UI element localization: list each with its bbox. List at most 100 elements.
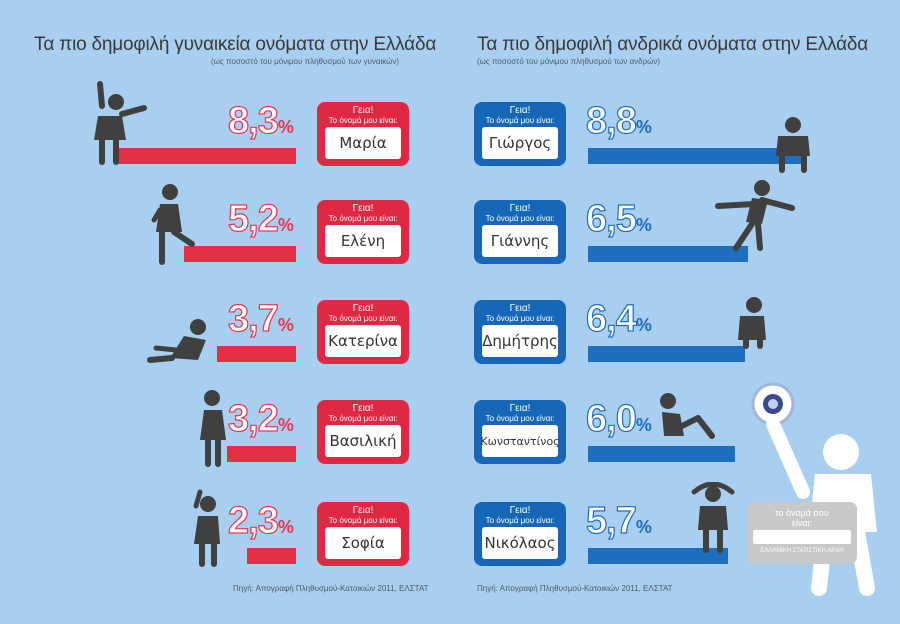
name-tag-name: Μαρία xyxy=(325,127,401,159)
percent-sign: % xyxy=(277,415,294,435)
name-tag-intro: Το όνομά μου είναι: xyxy=(328,214,398,223)
name-tag-name: Νικόλαος xyxy=(482,527,558,559)
name-tag-hello: Γεια! xyxy=(509,505,531,516)
name-tag-name: Δημήτρης xyxy=(482,325,558,357)
man-sitting-icon xyxy=(776,117,810,173)
name-tag-hello: Γεια! xyxy=(352,505,374,516)
percent-sign: % xyxy=(635,117,652,137)
male-percent-label: 8,8% xyxy=(585,100,652,142)
name-tag-hello: Γεια! xyxy=(352,105,374,116)
percent-sign: % xyxy=(635,415,652,435)
percent-value: 6,5 xyxy=(585,198,637,240)
percent-sign: % xyxy=(277,117,294,137)
male-name-tag: Γεια! Το όνομά μου είναι: Γιάννης xyxy=(474,200,566,264)
woman-reclining-icon xyxy=(147,319,206,363)
man-stretching-icon xyxy=(715,180,795,251)
name-tag-hello: Γεια! xyxy=(352,403,374,414)
male-bar xyxy=(588,346,745,362)
male-percent-label: 5,7% xyxy=(585,500,652,542)
name-tag-name: Ελένη xyxy=(325,225,401,257)
female-percent-label: 5,2% xyxy=(227,198,294,240)
woman-waving-icon xyxy=(94,81,147,165)
percent-sign: % xyxy=(635,517,652,537)
man-hands-behind-head-icon xyxy=(691,482,735,553)
your-name-tag: το όνομά σου είναι: ΕΛΛΗΝΙΚΗ ΣΤΑΤΙΣΤΙΚΗ … xyxy=(747,502,857,564)
male-name-tag: Γεια! Το όνομά μου είναι: Δημήτρης xyxy=(474,300,566,364)
name-tag-name: Γιώργος xyxy=(482,127,558,159)
your-name-tag-org: ΕΛΛΗΝΙΚΗ ΣΤΑΤΙΣΤΙΚΗ ΑΡΧΗ xyxy=(760,548,844,554)
female-bar xyxy=(184,246,296,262)
male-percent-label: 6,4% xyxy=(585,298,652,340)
woman-thinking-icon xyxy=(200,390,226,467)
name-tag-hello: Γεια! xyxy=(509,105,531,116)
man-crouching-icon xyxy=(738,297,766,349)
your-name-tag-box xyxy=(753,530,851,544)
percent-value: 5,2 xyxy=(227,198,279,240)
female-name-tag: Γεια! Το όνομά μου είναι: Κατερίνα xyxy=(317,300,409,364)
name-tag-name: Κωνσταντίνος xyxy=(480,425,560,457)
name-tag-hello: Γεια! xyxy=(509,303,531,314)
percent-value: 6,0 xyxy=(585,398,637,440)
male-percent-label: 6,0% xyxy=(585,398,652,440)
woman-kicking-icon xyxy=(151,184,195,265)
name-tag-intro: Το όνομά μου είναι: xyxy=(485,516,555,525)
male-name-tag: Γεια! Το όνομά μου είναι: Νικόλαος xyxy=(474,502,566,566)
female-percent-label: 8,3% xyxy=(227,100,294,142)
your-name-tag-text: το όνομά σου είναι: xyxy=(775,508,829,528)
female-source-note: Πηγή: Απογραφή Πληθυσμού-Κατοικιών 2011,… xyxy=(233,584,429,593)
female-bar xyxy=(118,148,296,164)
male-name-tag: Γεια! Το όνομά μου είναι: Γιώργος xyxy=(474,102,566,166)
percent-value: 8,8 xyxy=(585,100,637,142)
percent-value: 8,3 xyxy=(227,100,279,142)
female-percent-label: 3,7% xyxy=(227,298,294,340)
percent-sign: % xyxy=(277,517,294,537)
male-name-tag: Γεια! Το όνομά μου είναι: Κωνσταντίνος xyxy=(474,400,566,464)
male-chart-subtitle: (ως ποσοστό του μόνιμου πληθυσμού των αν… xyxy=(477,57,661,66)
male-bar xyxy=(588,446,735,462)
name-tag-hello: Γεια! xyxy=(509,403,531,414)
name-tag-name: Σοφία xyxy=(325,527,401,559)
name-tag-intro: Το όνομά μου είναι: xyxy=(485,116,555,125)
name-tag-intro: Το όνομά μου είναι: xyxy=(328,314,398,323)
percent-value: 2,3 xyxy=(227,500,279,542)
man-sitting-on-floor-icon xyxy=(660,393,715,439)
percent-sign: % xyxy=(635,215,652,235)
percent-value: 3,7 xyxy=(227,298,279,340)
percent-sign: % xyxy=(277,315,294,335)
name-tag-intro: Το όνομά μου είναι: xyxy=(328,516,398,525)
name-tag-name: Βασιλική xyxy=(325,425,401,457)
male-bar xyxy=(588,548,728,564)
male-percent-label: 6,5% xyxy=(585,198,652,240)
name-tag-intro: Το όνομά μου είναι: xyxy=(485,414,555,423)
percent-sign: % xyxy=(277,215,294,235)
female-bar xyxy=(247,548,296,564)
percent-value: 5,7 xyxy=(585,500,637,542)
female-name-tag: Γεια! Το όνομά μου είναι: Σοφία xyxy=(317,502,409,566)
name-tag-hello: Γεια! xyxy=(352,203,374,214)
male-bar xyxy=(588,148,804,164)
female-name-tag: Γεια! Το όνομά μου είναι: Μαρία xyxy=(317,102,409,166)
name-tag-name: Γιάννης xyxy=(482,225,558,257)
female-bar xyxy=(227,446,296,462)
percent-sign: % xyxy=(635,315,652,335)
name-tag-intro: Το όνομά μου είναι: xyxy=(328,116,398,125)
female-name-tag: Γεια! Το όνομά μου είναι: Ελένη xyxy=(317,200,409,264)
male-chart-title: Τα πιο δημοφιλή ανδρικά ονόματα στην Ελλ… xyxy=(477,34,869,55)
woman-hand-on-head-icon xyxy=(193,489,220,567)
female-chart-title: Τα πιο δημοφιλή γυναικεία ονόματα στην Ε… xyxy=(34,34,437,55)
name-tag-intro: Το όνομά μου είναι: xyxy=(328,414,398,423)
name-tag-hello: Γεια! xyxy=(352,303,374,314)
percent-value: 3,2 xyxy=(227,398,279,440)
female-name-tag: Γεια! Το όνομά μου είναι: Βασιλική xyxy=(317,400,409,464)
male-bar xyxy=(588,246,748,262)
percent-value: 6,4 xyxy=(585,298,637,340)
name-tag-intro: Το όνομά μου είναι: xyxy=(485,314,555,323)
name-tag-name: Κατερίνα xyxy=(325,325,401,357)
female-bar xyxy=(217,346,296,362)
female-percent-label: 3,2% xyxy=(227,398,294,440)
female-chart-subtitle: (ως ποσοστό του μόνιμου πληθυσμού των γυ… xyxy=(211,57,400,66)
name-tag-hello: Γεια! xyxy=(509,203,531,214)
female-percent-label: 2,3% xyxy=(227,500,294,542)
male-source-note: Πηγή: Απογραφή Πληθυσμού-Κατοικιών 2011,… xyxy=(477,584,673,593)
